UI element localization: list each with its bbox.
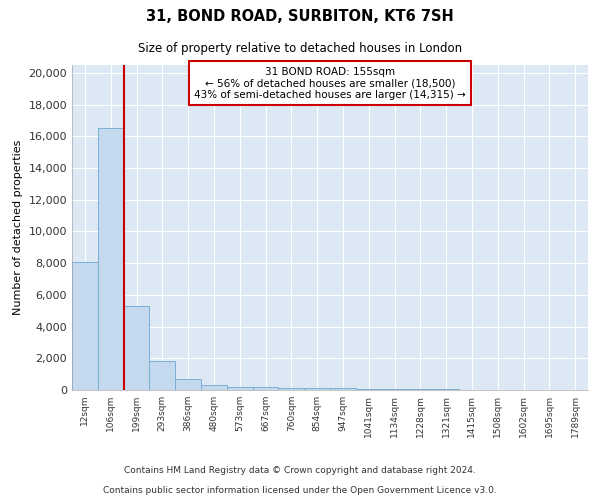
Bar <box>330 388 356 390</box>
Bar <box>72 262 98 390</box>
Text: Contains HM Land Registry data © Crown copyright and database right 2024.: Contains HM Land Registry data © Crown c… <box>124 466 476 475</box>
Bar <box>356 388 382 390</box>
Bar <box>227 387 253 390</box>
Bar <box>382 389 407 390</box>
Bar <box>407 389 433 390</box>
Y-axis label: Number of detached properties: Number of detached properties <box>13 140 23 315</box>
Bar <box>124 306 149 390</box>
Text: Contains public sector information licensed under the Open Government Licence v3: Contains public sector information licen… <box>103 486 497 495</box>
Bar <box>98 128 124 390</box>
Bar <box>278 388 304 390</box>
Bar <box>304 388 330 390</box>
Bar <box>201 385 227 390</box>
Text: 31 BOND ROAD: 155sqm
← 56% of detached houses are smaller (18,500)
43% of semi-d: 31 BOND ROAD: 155sqm ← 56% of detached h… <box>194 66 466 100</box>
Bar <box>253 387 278 390</box>
Text: Size of property relative to detached houses in London: Size of property relative to detached ho… <box>138 42 462 55</box>
Bar <box>175 379 201 390</box>
Bar <box>149 360 175 390</box>
Text: 31, BOND ROAD, SURBITON, KT6 7SH: 31, BOND ROAD, SURBITON, KT6 7SH <box>146 9 454 24</box>
